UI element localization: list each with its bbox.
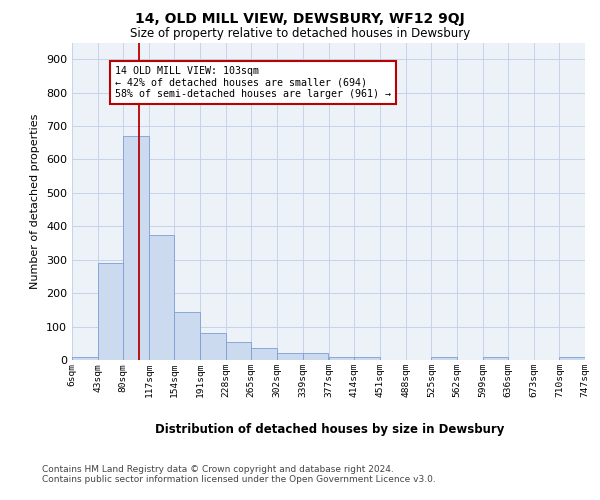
Bar: [431, 356, 457, 360]
Bar: [277, 354, 302, 360]
Bar: [251, 348, 277, 360]
Bar: [302, 354, 328, 360]
Bar: [149, 234, 175, 360]
Bar: [329, 356, 355, 360]
Bar: [98, 263, 123, 360]
Text: 14, OLD MILL VIEW, DEWSBURY, WF12 9QJ: 14, OLD MILL VIEW, DEWSBURY, WF12 9QJ: [135, 12, 465, 26]
Text: Contains HM Land Registry data © Crown copyright and database right 2024.
Contai: Contains HM Land Registry data © Crown c…: [42, 465, 436, 484]
Y-axis label: Number of detached properties: Number of detached properties: [31, 114, 40, 289]
Bar: [123, 136, 149, 360]
Bar: [355, 356, 380, 360]
Bar: [72, 356, 98, 360]
Bar: [200, 334, 226, 360]
Bar: [559, 356, 585, 360]
Text: Size of property relative to detached houses in Dewsbury: Size of property relative to detached ho…: [130, 28, 470, 40]
Bar: [482, 356, 508, 360]
Text: 14 OLD MILL VIEW: 103sqm
← 42% of detached houses are smaller (694)
58% of semi-: 14 OLD MILL VIEW: 103sqm ← 42% of detach…: [115, 66, 391, 99]
Bar: [226, 342, 251, 360]
Bar: [175, 312, 200, 360]
Text: Distribution of detached houses by size in Dewsbury: Distribution of detached houses by size …: [155, 422, 505, 436]
